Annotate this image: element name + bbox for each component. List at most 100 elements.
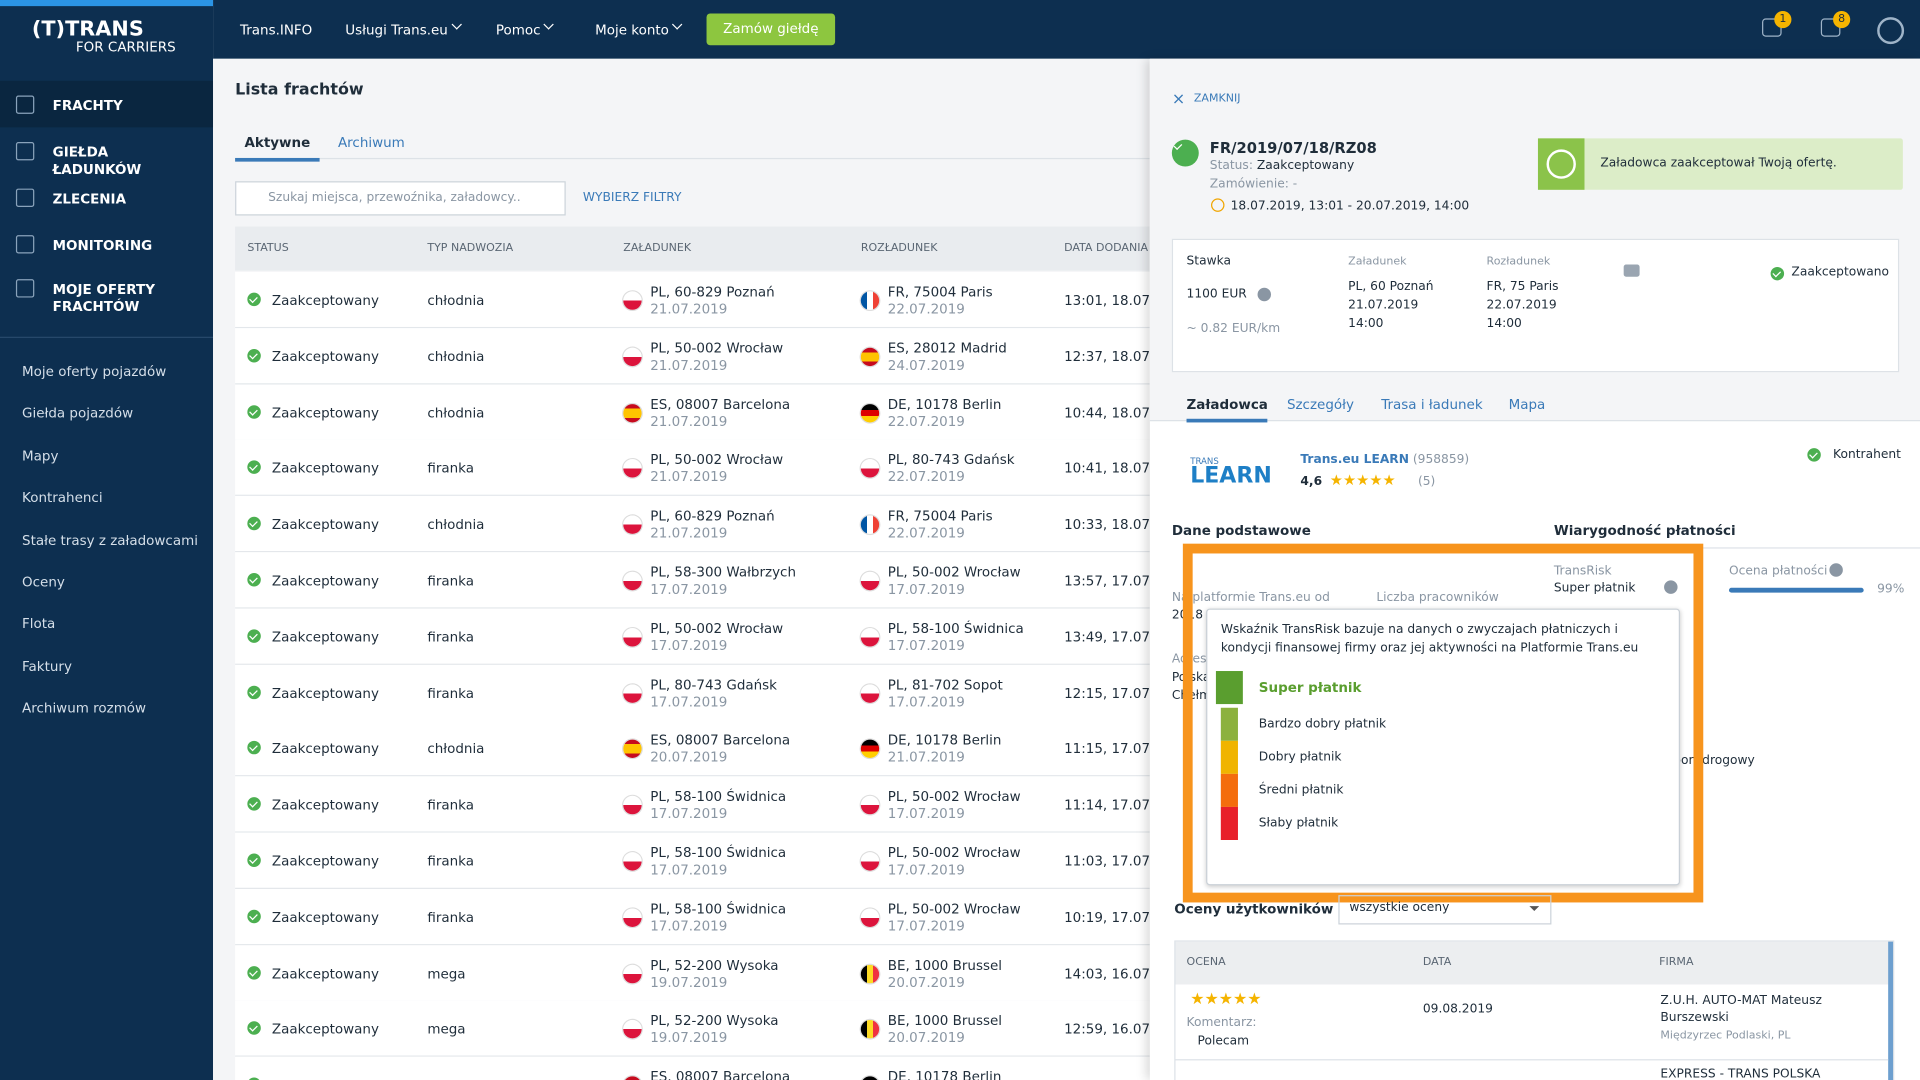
date: 22.07.2019: [887, 413, 965, 430]
status: Zaakceptowany: [271, 685, 379, 702]
menu-item[interactable]: Pomoc: [495, 22, 541, 38]
nav-item[interactable]: MOJE OFERTY FRACHTÓW: [52, 281, 155, 315]
nav-item[interactable]: GIEŁDA ŁADUNKÓW: [52, 144, 142, 178]
detail-tab[interactable]: Trasa i ładunek: [1381, 396, 1483, 413]
rating-date: 09.08.2019: [1422, 1002, 1493, 1017]
row: [235, 832, 1150, 889]
nav-item[interactable]: ZLECENIA: [52, 191, 127, 207]
place: DE, 10178 Berlin: [887, 396, 1002, 413]
detail-tab[interactable]: Szczegóły: [1286, 396, 1354, 413]
row: [235, 1000, 1150, 1058]
place: PL, 58-100 Świdnica: [650, 844, 787, 861]
since-label: Na platformie Trans.eu od: [1171, 591, 1330, 605]
logo: (T)TRANS: [31, 17, 144, 42]
filters-link[interactable]: WYBIERZ FILTRY: [582, 191, 682, 205]
order-button[interactable]: Zamów giełdę: [706, 13, 836, 46]
payment-label: Ocena płatności: [1728, 564, 1828, 578]
nav-link[interactable]: Kontrahenci: [22, 490, 103, 506]
employees-label: Liczba pracowników: [1376, 591, 1499, 605]
flag: [623, 403, 642, 422]
chat-icon[interactable]: [1623, 264, 1640, 277]
highlight: [1182, 543, 1704, 903]
avatar[interactable]: [1877, 17, 1905, 45]
date: 17.07.2019: [650, 862, 728, 878]
offer-load: PL, 60 Poznań: [1348, 280, 1434, 294]
load-label: Załadunek: [1348, 255, 1407, 269]
place: PL, 50-002 Wrocław: [887, 900, 1021, 917]
nav-link[interactable]: Oceny: [22, 574, 65, 591]
tab-line: [235, 157, 1150, 160]
date: 17.07.2019: [887, 581, 965, 598]
level-bar: [1220, 707, 1238, 741]
menu-item[interactable]: Usługi Trans.eu: [345, 22, 448, 38]
nav-link[interactable]: Archiwum rozmów: [22, 700, 147, 717]
scrollbar: [1888, 941, 1894, 1080]
nav-link[interactable]: Giełda pojazdów: [22, 405, 134, 422]
nav-link[interactable]: Faktury: [22, 658, 72, 675]
tab[interactable]: Archiwum: [337, 134, 405, 151]
status-icon: [247, 516, 261, 531]
date: 21.07.2019: [650, 469, 728, 486]
rating-count: (5): [1417, 475, 1436, 489]
offer-box: [1171, 238, 1900, 373]
flag: [623, 908, 642, 927]
status: Zaakceptowany: [271, 1021, 379, 1038]
close[interactable]: ZAMKNIJ: [1193, 93, 1241, 106]
transrisk: Super płatnik: [1553, 581, 1636, 596]
nav-link[interactable]: Flota: [22, 616, 56, 633]
ratings-filter: wszystkie oceny: [1349, 901, 1450, 915]
row: [235, 496, 1150, 553]
level: Średni płatnik: [1258, 783, 1344, 798]
flag: [860, 347, 880, 366]
body-type: firanka: [427, 460, 474, 477]
menu-item[interactable]: Trans.INFO: [240, 22, 313, 38]
flag: [623, 515, 642, 535]
detail-tab[interactable]: Mapa: [1508, 396, 1546, 413]
comment: Polecam: [1197, 1034, 1250, 1049]
info-icon[interactable]: [1664, 580, 1678, 594]
company-name[interactable]: Trans.eu LEARN: [1300, 453, 1409, 467]
payment-value: 99%: [1877, 582, 1905, 597]
status: Zaakceptowany: [271, 460, 379, 477]
place: PL, 52-200 Wysoka: [650, 1013, 779, 1030]
nav-item[interactable]: MONITORING: [52, 237, 153, 254]
body-type: chłodnia: [427, 348, 485, 365]
tab[interactable]: Aktywne: [235, 135, 320, 162]
nav-link[interactable]: Mapy: [22, 447, 59, 464]
info-icon[interactable]: [1257, 287, 1272, 302]
date: 21.07.2019: [887, 749, 965, 766]
section-title: Oceny użytkowników: [1174, 901, 1334, 918]
nav-icon: [15, 235, 35, 254]
divider: [1175, 1059, 1889, 1061]
date: 20.07.2019: [887, 1030, 965, 1047]
date: 21.07.2019: [650, 413, 728, 430]
tabs-line: [1149, 420, 1920, 422]
offer-unload: 22.07.2019: [1486, 298, 1557, 313]
nav-link[interactable]: Stałe trasy z załadowcami: [22, 532, 198, 549]
place: PL, 50-002 Wrocław: [650, 340, 784, 357]
place: PL, 50-002 Wrocław: [650, 620, 784, 637]
nav-icon: [15, 95, 35, 114]
nav-link[interactable]: Moje oferty pojazdów: [22, 363, 167, 380]
body-type: mega: [427, 1021, 466, 1038]
flag: [623, 796, 642, 815]
company-logo: LEARN: [1190, 462, 1272, 489]
level-bar: [1220, 806, 1238, 841]
row: [235, 776, 1150, 833]
search[interactable]: [235, 181, 566, 216]
ratings-select[interactable]: [1338, 895, 1552, 925]
date: 17.07.2019: [887, 918, 965, 935]
info-icon[interactable]: [1829, 563, 1843, 577]
detail-tab[interactable]: Załadowca: [1186, 397, 1268, 423]
column-header: OCENA: [1186, 956, 1226, 969]
menu-item[interactable]: Moje konto: [595, 22, 669, 38]
date: 19.07.2019: [650, 974, 728, 991]
flag: [860, 459, 880, 479]
body-type: chłodnia: [427, 741, 485, 758]
row: [235, 440, 1150, 497]
level: Super płatnik: [1258, 679, 1362, 696]
comment-label: Komentarz:: [1186, 1016, 1257, 1030]
close-icon[interactable]: ×: [1171, 90, 1186, 109]
order: Zamówienie: -: [1209, 177, 1298, 192]
nav-item[interactable]: FRACHTY: [52, 97, 123, 114]
